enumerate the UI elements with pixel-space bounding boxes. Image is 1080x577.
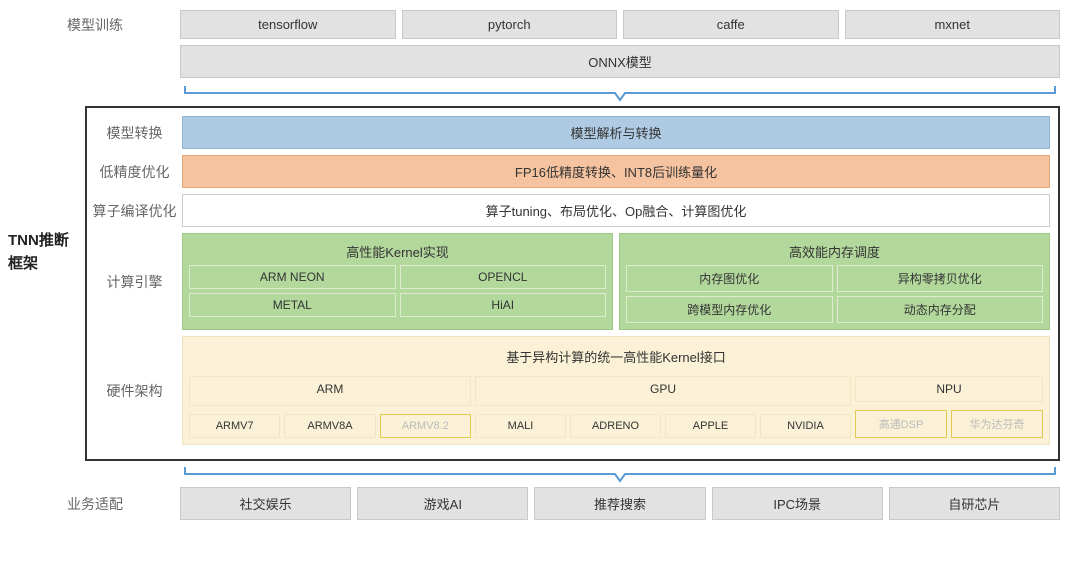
engine-cell: 异构零拷贝优化 <box>837 265 1044 292</box>
business-box: 推荐搜索 <box>534 487 705 520</box>
framework-box: tensorflow <box>180 10 396 39</box>
convert-box: 模型解析与转换 <box>182 116 1050 149</box>
hw-chip: NVIDIA <box>760 414 851 438</box>
engine-cell: OPENCL <box>400 265 607 289</box>
business-box: IPC场景 <box>712 487 883 520</box>
hw-chip: ARMV8A <box>284 414 375 438</box>
hw-chip: ARMV8.2 <box>380 414 471 438</box>
hw-chip: ARMV7 <box>189 414 280 438</box>
hardware-box: 基于异构计算的统一高性能Kernel接口 ARM ARMV7ARMV8AARMV8… <box>182 336 1050 445</box>
opcompile-box: 算子tuning、布局优化、Op融合、计算图优化 <box>182 194 1050 227</box>
framework-box: mxnet <box>845 10 1061 39</box>
convert-row: 模型转换 模型解析与转换 <box>87 116 1050 149</box>
hw-chip: 高通DSP <box>855 410 947 438</box>
engine-memory: 高效能内存调度 内存图优化异构零拷贝优化跨模型内存优化动态内存分配 <box>619 233 1050 330</box>
engine-kernel: 高性能Kernel实现 ARM NEONOPENCLMETALHiAI <box>182 233 613 330</box>
engine-memory-title: 高效能内存调度 <box>626 238 1043 265</box>
hardware-interface: 基于异构计算的统一高性能Kernel接口 <box>189 341 1043 372</box>
bracket-top <box>180 84 1060 102</box>
hw-group-name: NPU <box>855 376 1043 402</box>
hw-chip: APPLE <box>665 414 756 438</box>
opcompile-row: 算子编译优化 算子tuning、布局优化、Op融合、计算图优化 <box>87 194 1050 227</box>
onnx-box: ONNX模型 <box>180 45 1060 78</box>
hw-chip: MALI <box>475 414 566 438</box>
hw-chip: ADRENO <box>570 414 661 438</box>
label-lowprec: 低精度优化 <box>87 155 182 188</box>
engine-cell: ARM NEON <box>189 265 396 289</box>
label-hardware: 硬件架构 <box>87 336 182 445</box>
engine-row: 计算引擎 高性能Kernel实现 ARM NEONOPENCLMETALHiAI… <box>87 233 1050 330</box>
label-empty <box>10 45 180 78</box>
engine-cell: 动态内存分配 <box>837 296 1044 323</box>
engine-kernel-title: 高性能Kernel实现 <box>189 238 606 265</box>
hardware-row: 硬件架构 基于异构计算的统一高性能Kernel接口 ARM ARMV7ARMV8A… <box>87 336 1050 445</box>
hw-chip: 华为达芬奇 <box>951 410 1043 438</box>
bracket-bottom <box>180 465 1060 483</box>
training-row: 模型训练 tensorflowpytorchcaffemxnet <box>10 10 1060 39</box>
hw-group-name: ARM <box>189 376 471 406</box>
engine-cell: 内存图优化 <box>626 265 833 292</box>
onnx-row: ONNX模型 <box>10 45 1060 78</box>
business-box: 自研芯片 <box>889 487 1060 520</box>
engine-cell: 跨模型内存优化 <box>626 296 833 323</box>
business-row: 业务适配 社交娱乐游戏AI推荐搜索IPC场景自研芯片 <box>10 487 1060 520</box>
label-convert: 模型转换 <box>87 116 182 149</box>
engine-cell: HiAI <box>400 293 607 317</box>
label-business: 业务适配 <box>10 487 180 520</box>
lowprec-box: FP16低精度转换、INT8后训练量化 <box>182 155 1050 188</box>
engine-cell: METAL <box>189 293 396 317</box>
side-title: TNN推断框架 <box>8 230 83 275</box>
lowprec-row: 低精度优化 FP16低精度转换、INT8后训练量化 <box>87 155 1050 188</box>
framework-box: pytorch <box>402 10 618 39</box>
framework-box: caffe <box>623 10 839 39</box>
business-box: 游戏AI <box>357 487 528 520</box>
hw-group-name: GPU <box>475 376 851 406</box>
hw-group: ARM ARMV7ARMV8AARMV8.2 <box>189 376 471 438</box>
hw-group: NPU 高通DSP华为达芬奇 <box>855 376 1043 438</box>
hw-group: GPU MALIADRENOAPPLENVIDIA <box>475 376 851 438</box>
main-frame: 模型转换 模型解析与转换 低精度优化 FP16低精度转换、INT8后训练量化 算… <box>85 106 1060 461</box>
label-training: 模型训练 <box>10 10 180 39</box>
business-box: 社交娱乐 <box>180 487 351 520</box>
label-opcompile: 算子编译优化 <box>87 194 182 227</box>
label-engine: 计算引擎 <box>87 233 182 330</box>
